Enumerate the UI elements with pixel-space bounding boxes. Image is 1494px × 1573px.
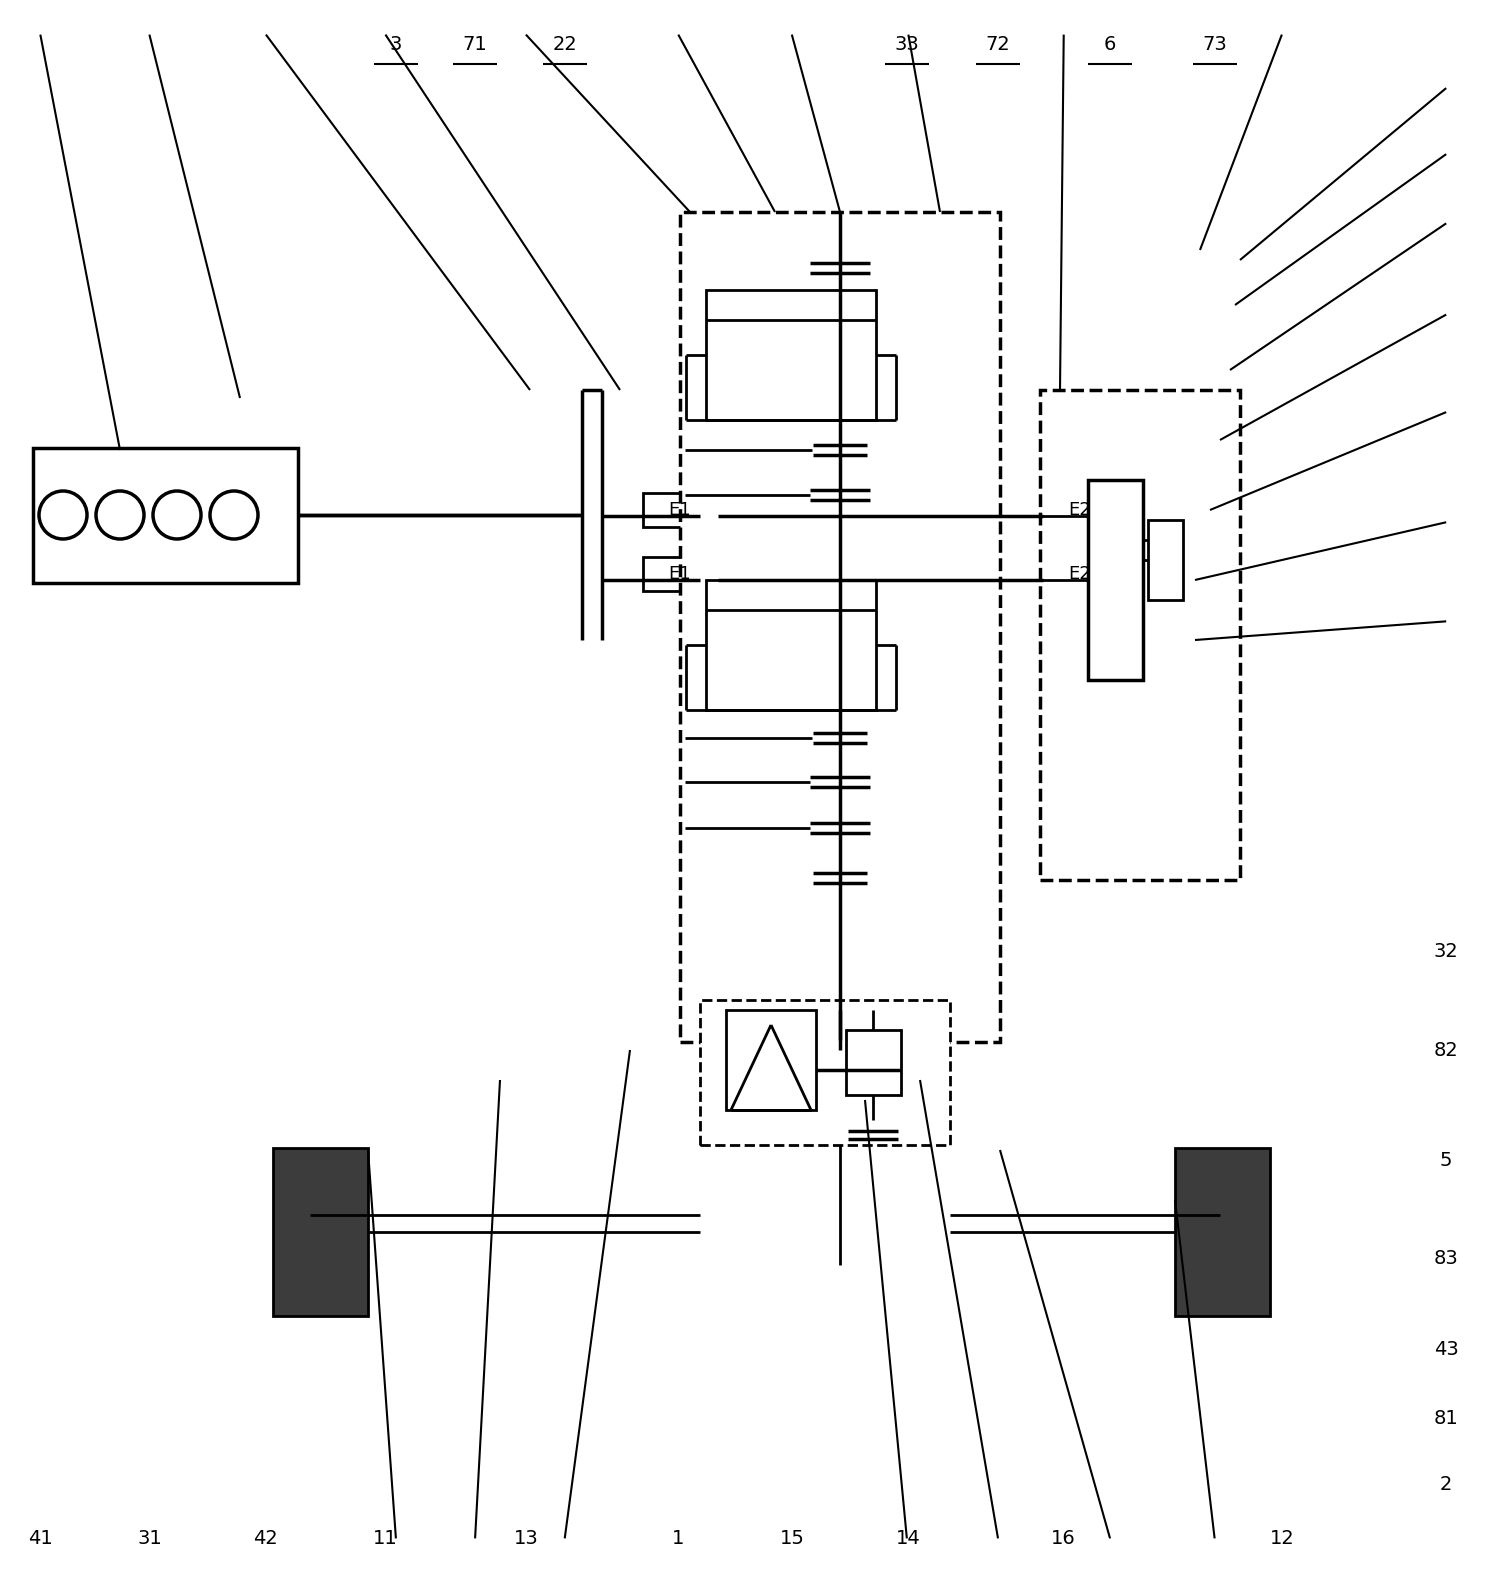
Text: 11: 11	[374, 1529, 397, 1548]
Text: E2: E2	[1068, 565, 1092, 584]
Text: 14: 14	[896, 1529, 920, 1548]
Text: 83: 83	[1434, 1249, 1458, 1268]
Circle shape	[39, 491, 87, 540]
Text: 43: 43	[1434, 1340, 1458, 1359]
Text: 12: 12	[1270, 1529, 1294, 1548]
Bar	[642, 492, 719, 527]
Circle shape	[152, 491, 202, 540]
Text: 42: 42	[254, 1529, 278, 1548]
Text: 33: 33	[895, 35, 919, 53]
Bar	[707, 580, 875, 709]
Text: 3: 3	[390, 35, 402, 53]
Text: 73: 73	[1203, 35, 1227, 53]
Bar	[33, 448, 297, 584]
Text: E1: E1	[669, 565, 692, 584]
Text: 13: 13	[514, 1529, 538, 1548]
Text: 81: 81	[1434, 1409, 1458, 1428]
Bar	[726, 1010, 816, 1111]
Circle shape	[211, 491, 258, 540]
Bar	[1040, 390, 1240, 879]
Text: 5: 5	[1440, 1151, 1452, 1170]
Bar	[1043, 492, 1118, 527]
Text: 41: 41	[28, 1529, 52, 1548]
Circle shape	[96, 491, 143, 540]
Text: 72: 72	[986, 35, 1010, 53]
Text: 6: 6	[1104, 35, 1116, 53]
Text: E2: E2	[1068, 500, 1092, 519]
Bar	[707, 289, 875, 420]
Bar	[701, 1000, 950, 1145]
Text: 22: 22	[553, 35, 577, 53]
Bar	[1147, 521, 1183, 599]
Text: 31: 31	[137, 1529, 161, 1548]
Text: 16: 16	[1052, 1529, 1076, 1548]
Text: E1: E1	[669, 500, 692, 519]
Bar	[273, 1148, 368, 1317]
Text: 2: 2	[1440, 1475, 1452, 1494]
Text: 15: 15	[780, 1529, 804, 1548]
Bar	[1088, 480, 1143, 680]
Text: 32: 32	[1434, 942, 1458, 961]
Text: 71: 71	[463, 35, 487, 53]
Bar	[1043, 557, 1118, 591]
Text: 82: 82	[1434, 1041, 1458, 1060]
Bar	[1174, 1148, 1270, 1317]
Bar	[642, 557, 719, 591]
Text: 1: 1	[672, 1529, 684, 1548]
Bar	[680, 212, 999, 1041]
Bar	[846, 1030, 901, 1095]
